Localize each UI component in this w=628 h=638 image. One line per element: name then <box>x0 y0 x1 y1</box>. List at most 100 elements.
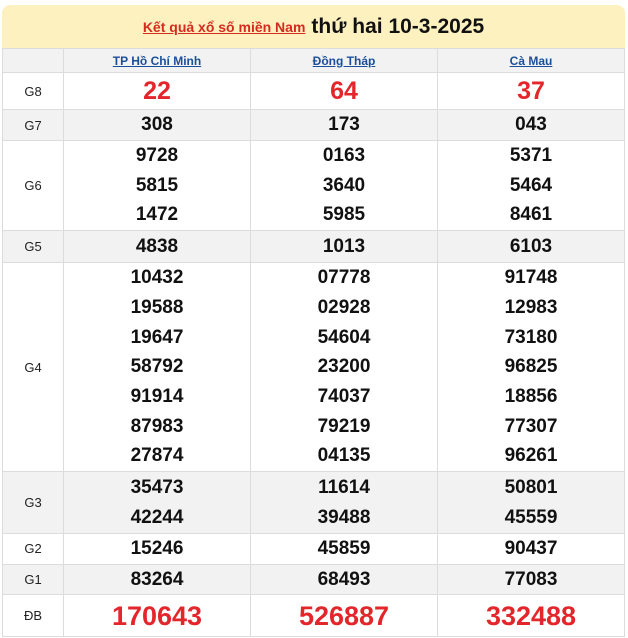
prize-cell: 83264 <box>63 563 251 596</box>
prize-number: 02928 <box>317 296 371 318</box>
prize-label: ĐB <box>2 594 64 638</box>
prize-number: 3640 <box>322 174 366 196</box>
prize-number: 15246 <box>130 538 184 560</box>
prize-cell: 90437 <box>437 533 625 565</box>
prize-cell: 50801 45559 <box>437 471 625 535</box>
prize-number: 07778 <box>317 267 371 289</box>
prize-number: 22 <box>143 77 171 105</box>
prize-number: 39488 <box>317 506 371 528</box>
prize-label: G8 <box>2 72 64 110</box>
prize-row-g4: G4 10432 19588 19647 58792 91914 87983 27874 077… <box>2 262 625 473</box>
prize-number: 8461 <box>509 204 553 226</box>
prize-cell: 5371 5464 8461 <box>437 139 625 232</box>
prize-number: 4838 <box>135 235 179 257</box>
prize-row-g2: G2 15246 45859 90437 <box>2 533 625 565</box>
prize-cell: 6103 <box>437 230 625 264</box>
province-link-ca-mau[interactable]: Cà Mau <box>509 53 553 68</box>
prize-row-đb: ĐB 170643 526887 332488 <box>2 594 625 638</box>
prize-number: 91748 <box>504 267 558 289</box>
prize-number: 5815 <box>135 174 179 196</box>
prize-number: 1472 <box>135 204 179 226</box>
prize-cell: 37 <box>437 72 625 110</box>
prize-number: 27874 <box>130 445 184 467</box>
prize-cell: 91748 12983 73180 96825 18856 77307 96261 <box>437 262 625 473</box>
prize-label: G7 <box>2 109 64 141</box>
prize-number: 90437 <box>504 538 558 560</box>
prize-row-g6: G6 9728 5815 1472 0163 3640 5985 5371 5464 8461 <box>2 139 625 232</box>
prize-cell: 332488 <box>437 594 625 638</box>
prize-cell: 043 <box>437 109 625 141</box>
prize-label: G5 <box>2 230 64 264</box>
prize-number: 23200 <box>317 356 371 378</box>
province-header-row: TP Hồ Chí Minh Đồng Tháp Cà Mau <box>2 48 625 73</box>
province-link-hcm[interactable]: TP Hồ Chí Minh <box>112 53 202 68</box>
prize-cell: 1013 <box>250 230 438 264</box>
prize-row-g1: G1 83264 68493 77083 <box>2 563 625 596</box>
prize-number: 526887 <box>298 600 390 631</box>
prize-cell: 526887 <box>250 594 438 638</box>
prize-number: 74037 <box>317 385 371 407</box>
prize-number: 19647 <box>130 326 184 348</box>
province-cell: TP Hồ Chí Minh <box>63 48 251 73</box>
prize-number: 170643 <box>111 600 203 631</box>
prize-number: 35473 <box>130 476 184 498</box>
prize-cell: 64 <box>250 72 438 110</box>
draw-date: thứ hai 10-3-2025 <box>311 14 485 38</box>
results-table: TP Hồ Chí Minh Đồng Tháp Cà Mau G8 22 64 37… <box>2 48 625 638</box>
prize-number: 73180 <box>504 326 558 348</box>
prize-number: 332488 <box>485 600 577 631</box>
prize-cell: 173 <box>250 109 438 141</box>
prize-cell: 9728 5815 1472 <box>63 139 251 232</box>
prize-number: 11614 <box>318 476 370 498</box>
prize-number: 83264 <box>130 568 184 590</box>
corner-cell <box>2 48 64 73</box>
prize-number: 42244 <box>130 506 184 528</box>
prize-number: 50801 <box>504 476 558 498</box>
prize-row-g7: G7 308 173 043 <box>2 109 625 141</box>
prize-number: 37 <box>517 77 545 105</box>
prize-number: 5464 <box>509 174 553 196</box>
prize-number: 96261 <box>504 445 558 467</box>
prize-number: 12983 <box>504 296 558 318</box>
results-link[interactable]: Kết quả xổ số miền Nam <box>142 18 306 35</box>
prize-number: 87983 <box>130 415 184 437</box>
prize-number: 043 <box>515 114 547 136</box>
province-cell: Đồng Tháp <box>250 48 438 73</box>
prize-number: 64 <box>330 77 358 105</box>
prize-cell: 170643 <box>63 594 251 638</box>
prize-number: 77083 <box>504 568 558 590</box>
province-cell: Cà Mau <box>437 48 625 73</box>
prize-cell: 308 <box>63 109 251 141</box>
prize-row-g8: G8 22 64 37 <box>2 72 625 110</box>
prize-cell: 35473 42244 <box>63 471 251 535</box>
prize-number: 79219 <box>317 415 371 437</box>
prize-cell: 4838 <box>63 230 251 264</box>
prize-number: 58792 <box>130 356 184 378</box>
prize-number: 18856 <box>504 385 558 407</box>
prize-cell: 07778 02928 54604 23200 74037 79219 04135 <box>250 262 438 473</box>
prize-number: 45559 <box>504 506 558 528</box>
prize-cell: 15246 <box>63 533 251 565</box>
prize-label: G1 <box>2 563 64 596</box>
prize-label: G2 <box>2 533 64 565</box>
prize-number: 1013 <box>322 235 366 257</box>
prize-cell: 77083 <box>437 563 625 596</box>
prize-cell: 68493 <box>250 563 438 596</box>
prize-number: 77307 <box>504 415 558 437</box>
prize-number: 91914 <box>130 385 184 407</box>
prize-cell: 22 <box>63 72 251 110</box>
prize-number: 45859 <box>317 538 371 560</box>
prize-number: 5371 <box>509 145 553 166</box>
prize-cell: 10432 19588 19647 58792 91914 87983 27874 <box>63 262 251 473</box>
prize-number: 308 <box>141 114 173 136</box>
prize-number: 68493 <box>317 568 371 590</box>
prize-number: 173 <box>328 114 360 136</box>
prize-number: 04135 <box>317 445 371 467</box>
results-title: Kết quả xổ số miền Nam thứ hai 10-3-2025 <box>2 5 625 48</box>
prize-label: G4 <box>2 262 64 473</box>
prize-label: G3 <box>2 471 64 535</box>
prize-number: 9728 <box>135 145 179 166</box>
prize-cell: 45859 <box>250 533 438 565</box>
prize-number: 6103 <box>509 235 553 257</box>
province-link-dong-thap[interactable]: Đồng Tháp <box>312 53 376 68</box>
